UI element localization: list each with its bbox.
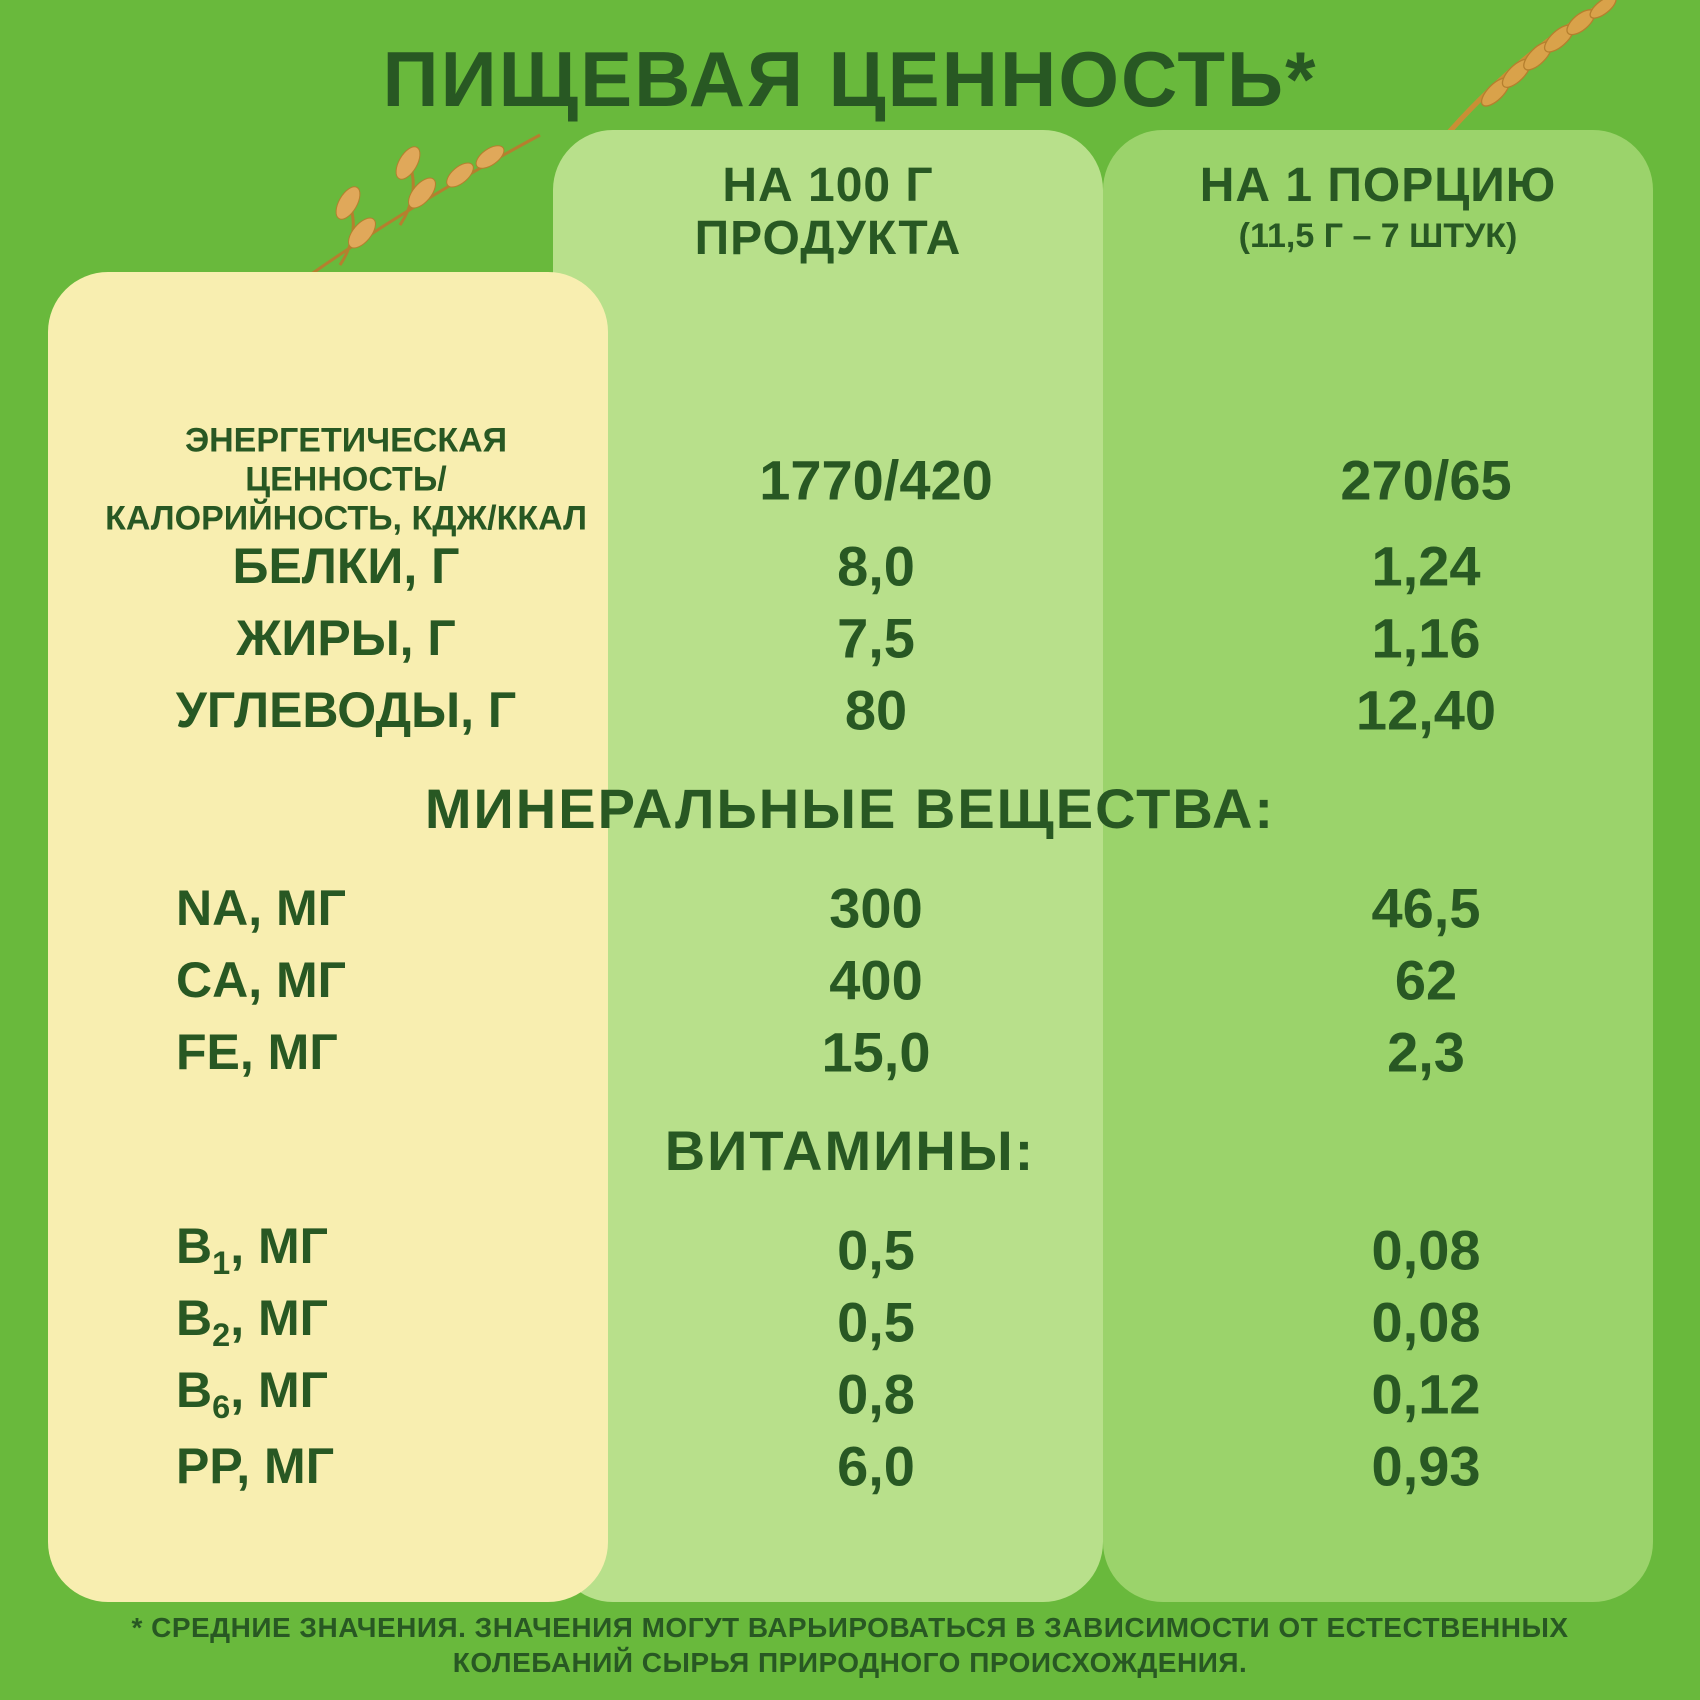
label-b1: B1, МГ [96,1220,596,1280]
row-protein: БЕЛКИ, Г 8,0 1,24 [96,530,1604,602]
fat-serving: 1,16 [1151,606,1700,671]
pp-per100: 6,0 [601,1434,1151,1499]
b6-serving: 0,12 [1151,1362,1700,1427]
na-per100: 300 [601,876,1151,941]
row-na: NA, МГ 300 46,5 [96,872,1604,944]
label-b6: B6, МГ [96,1364,596,1424]
carbs-per100: 80 [601,678,1151,743]
fat-per100: 7,5 [601,606,1151,671]
b1-serving: 0,08 [1151,1218,1700,1283]
fe-per100: 15,0 [601,1020,1151,1085]
vitamins-heading: ВИТАМИНЫ: [96,1106,1604,1196]
label-fe: FE, МГ [96,1026,596,1079]
ca-serving: 62 [1151,948,1700,1013]
protein-serving: 1,24 [1151,534,1700,599]
label-b2: B2, МГ [96,1292,596,1352]
b2-per100: 0,5 [601,1290,1151,1355]
protein-per100: 8,0 [601,534,1151,599]
row-b6: B6, МГ 0,8 0,12 [96,1358,1604,1430]
label-energy: ЭНЕРГЕТИЧЕСКАЯ ЦЕННОСТЬ/ КАЛОРИЙНОСТЬ, К… [96,421,596,538]
label-fat: ЖИРЫ, Г [96,612,596,665]
row-carbs: УГЛЕВОДЫ, Г 80 12,40 [96,674,1604,746]
footnote: * СРЕДНИЕ ЗНАЧЕНИЯ. ЗНАЧЕНИЯ МОГУТ ВАРЬИ… [50,1610,1650,1680]
fe-serving: 2,3 [1151,1020,1700,1085]
carbs-serving: 12,40 [1151,678,1700,743]
col2-header: НА 1 ПОРЦИЮ (11,5 Г – 7 ШТУК) [1103,160,1653,256]
na-serving: 46,5 [1151,876,1700,941]
row-b1: B1, МГ 0,5 0,08 [96,1214,1604,1286]
label-protein: БЕЛКИ, Г [96,540,596,593]
energy-serving: 270/65 [1151,448,1700,513]
b1-per100: 0,5 [601,1218,1151,1283]
row-b2: B2, МГ 0,5 0,08 [96,1286,1604,1358]
row-fe: FE, МГ 15,0 2,3 [96,1016,1604,1088]
b2-serving: 0,08 [1151,1290,1700,1355]
energy-per100: 1770/420 [601,448,1151,513]
minerals-heading: МИНЕРАЛЬНЫЕ ВЕЩЕСТВА: [96,764,1604,854]
label-pp: PP, МГ [96,1440,596,1493]
row-ca: CA, МГ 400 62 [96,944,1604,1016]
col1-header: НА 100 Г ПРОДУКТА [553,160,1103,266]
label-ca: CA, МГ [96,954,596,1007]
pp-serving: 0,93 [1151,1434,1700,1499]
row-energy: ЭНЕРГЕТИЧЕСКАЯ ЦЕННОСТЬ/ КАЛОРИЙНОСТЬ, К… [96,430,1604,530]
label-na: NA, МГ [96,882,596,935]
ca-per100: 400 [601,948,1151,1013]
row-fat: ЖИРЫ, Г 7,5 1,16 [96,602,1604,674]
label-carbs: УГЛЕВОДЫ, Г [96,684,596,737]
b6-per100: 0,8 [601,1362,1151,1427]
nutrition-table: НА 1 ПОРЦИЮ (11,5 Г – 7 ШТУК) НА 100 Г П… [48,130,1652,1600]
row-pp: PP, МГ 6,0 0,93 [96,1430,1604,1502]
